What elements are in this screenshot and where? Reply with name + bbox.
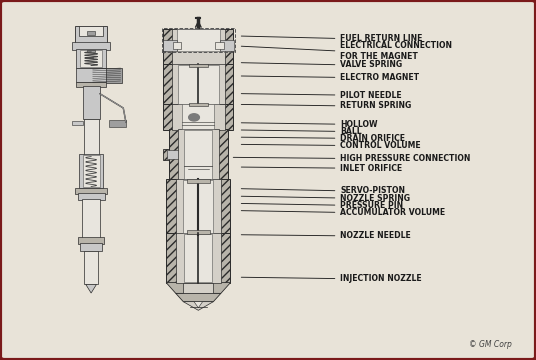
Text: © GM Corp: © GM Corp	[469, 340, 512, 349]
Bar	[163, 40, 177, 51]
Text: PRESSURE PIN: PRESSURE PIN	[241, 201, 404, 210]
Bar	[215, 42, 224, 49]
Text: NOZZLE SPRING: NOZZLE SPRING	[241, 194, 411, 202]
Text: ELECTRO MAGNET: ELECTRO MAGNET	[241, 73, 420, 82]
Bar	[78, 193, 105, 200]
Bar	[167, 150, 187, 159]
Text: HIGH PRESSURE CONNECTION: HIGH PRESSURE CONNECTION	[233, 154, 471, 163]
Text: CONTROL VOLUME: CONTROL VOLUME	[241, 141, 421, 150]
Text: RETURN SPRING: RETURN SPRING	[241, 102, 412, 111]
Bar	[169, 129, 228, 180]
Bar	[84, 119, 99, 155]
Bar	[172, 64, 225, 104]
Polygon shape	[166, 283, 230, 293]
Bar	[184, 130, 212, 179]
Bar	[72, 42, 110, 50]
Text: HOLLOW: HOLLOW	[241, 120, 378, 129]
Bar	[166, 179, 230, 234]
Bar	[178, 129, 219, 180]
Text: INLET ORIFICE: INLET ORIFICE	[241, 164, 403, 173]
Bar	[177, 29, 220, 51]
Bar	[76, 68, 106, 82]
Bar	[79, 26, 103, 36]
Bar	[166, 233, 230, 283]
Bar	[172, 104, 225, 130]
Bar	[84, 251, 98, 284]
Bar	[184, 234, 212, 282]
Bar	[163, 29, 233, 65]
Bar	[72, 121, 83, 125]
Text: ACCUMULATOR VOLUME: ACCUMULATOR VOLUME	[241, 208, 445, 217]
Bar	[187, 179, 210, 183]
Polygon shape	[194, 302, 203, 308]
Bar	[83, 86, 100, 119]
Bar	[182, 104, 214, 129]
Bar	[80, 243, 102, 251]
Bar	[183, 283, 213, 293]
Polygon shape	[183, 302, 213, 310]
Polygon shape	[86, 284, 96, 293]
Bar	[189, 103, 208, 106]
Bar	[87, 31, 95, 35]
Bar	[90, 68, 122, 83]
Text: VALVE SPRING: VALVE SPRING	[241, 60, 403, 69]
Text: DRAIN ORIFICE: DRAIN ORIFICE	[241, 134, 405, 143]
Bar	[75, 188, 107, 194]
Bar	[176, 233, 221, 283]
Bar	[75, 26, 107, 43]
Bar	[87, 50, 95, 52]
Bar	[76, 82, 106, 87]
Text: SERVO-PISTON: SERVO-PISTON	[241, 186, 405, 195]
Polygon shape	[176, 293, 221, 302]
Text: BALL: BALL	[241, 127, 362, 136]
Bar	[80, 50, 102, 67]
Bar	[183, 180, 213, 233]
Bar	[220, 40, 234, 51]
Text: FUEL RETURN LINE: FUEL RETURN LINE	[241, 34, 423, 43]
Bar	[189, 64, 208, 67]
Bar	[82, 199, 100, 238]
Bar	[79, 154, 103, 188]
Bar	[172, 29, 225, 65]
Bar	[78, 237, 104, 244]
Bar	[163, 149, 190, 160]
Bar	[89, 57, 93, 58]
Bar	[176, 179, 221, 234]
Bar	[178, 65, 219, 104]
Bar	[76, 49, 106, 68]
Circle shape	[189, 114, 199, 121]
Bar	[163, 64, 233, 104]
Bar	[163, 104, 233, 130]
Bar	[109, 120, 126, 127]
Text: NOZZLE NEEDLE: NOZZLE NEEDLE	[241, 231, 411, 240]
Text: PILOT NEEDLE: PILOT NEEDLE	[241, 91, 402, 100]
Bar	[173, 42, 181, 49]
Text: INJECTION NOZZLE: INJECTION NOZZLE	[241, 274, 422, 283]
Text: ELECTRICAL CONNECTION
FOR THE MAGNET: ELECTRICAL CONNECTION FOR THE MAGNET	[241, 41, 452, 61]
Bar	[83, 155, 100, 187]
Bar	[187, 230, 210, 234]
